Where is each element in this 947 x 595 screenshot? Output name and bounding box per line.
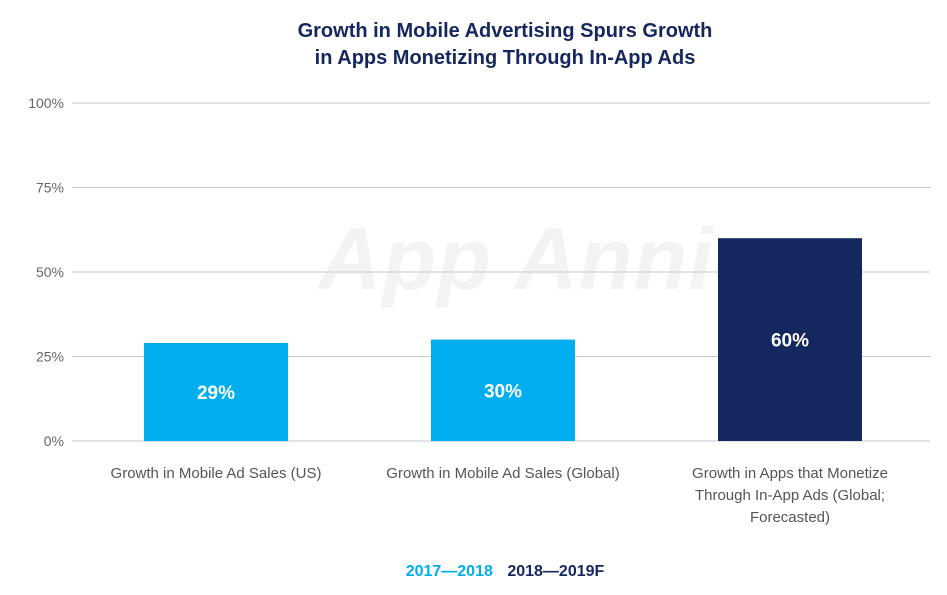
bar <box>144 342 288 441</box>
y-tick-label: 100% <box>28 95 64 111</box>
chart-title: Growth in Mobile Advertising Spurs Growt… <box>0 18 947 72</box>
legend-item-2017-2018: 2017—2018 <box>405 563 493 580</box>
y-tick-label: 75% <box>36 180 64 196</box>
x-category-label: Through In-App Ads (Global; <box>695 487 885 504</box>
x-category-label: Growth in Apps that Monetize <box>692 465 888 482</box>
y-tick-label: 25% <box>36 349 64 365</box>
x-category-label: Forecasted) <box>750 509 830 526</box>
y-tick-label: 50% <box>36 264 64 280</box>
data-label: 29% <box>197 383 235 404</box>
bar <box>718 238 862 441</box>
legend: 2017—2018 2018—2019F <box>0 563 947 581</box>
legend-item-2018-2019f: 2018—2019F <box>507 563 605 580</box>
chart-title-line-1: Growth in Mobile Advertising Spurs Growt… <box>297 20 713 42</box>
bar <box>431 339 575 441</box>
y-tick-label: 0% <box>44 433 64 449</box>
chart-title-line-2: in Apps Monetizing Through In-App Ads <box>314 47 696 69</box>
data-label: 30% <box>484 381 522 402</box>
x-category-label: Growth in Mobile Ad Sales (US) <box>111 465 322 482</box>
x-category-label: Growth in Mobile Ad Sales (Global) <box>386 465 619 482</box>
watermark: App Annie <box>318 208 764 310</box>
data-label: 60% <box>771 331 809 352</box>
